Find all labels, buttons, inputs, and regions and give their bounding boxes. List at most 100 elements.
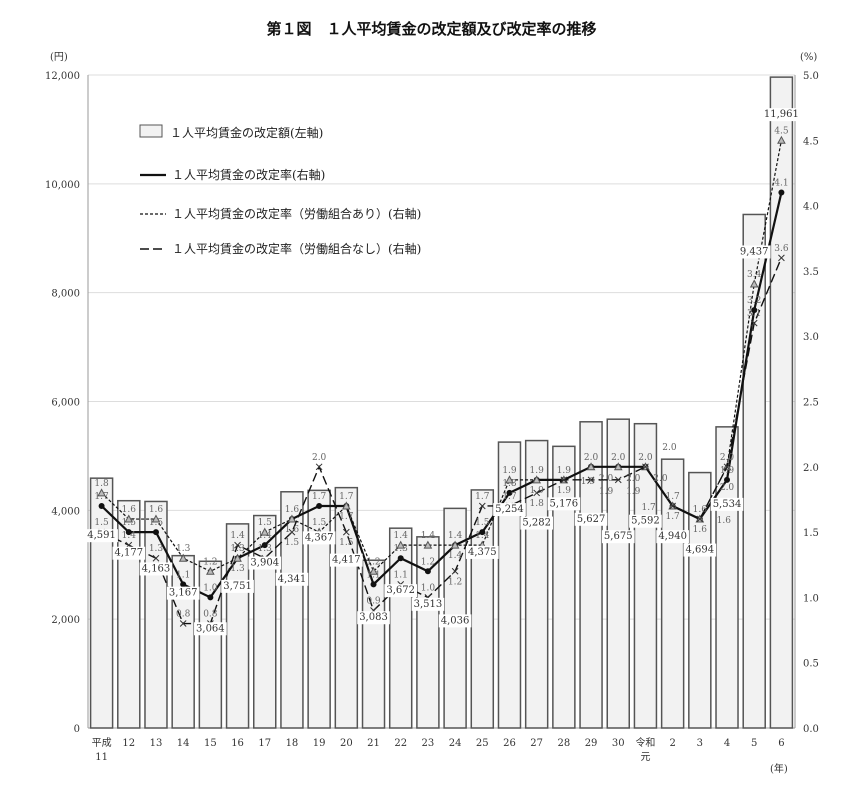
bar-label-bg xyxy=(547,497,581,511)
bar-label-bg xyxy=(139,562,173,576)
bar-label-bg xyxy=(330,553,363,567)
bar xyxy=(769,76,794,729)
rate-data-label: 2.0 xyxy=(312,453,327,463)
rate-data-label: 1.6 xyxy=(122,505,137,515)
series-point xyxy=(206,566,215,575)
bar xyxy=(198,560,223,729)
bar-label-bg xyxy=(221,579,254,593)
rate-data-label: 1.1 xyxy=(394,570,408,580)
bar-data-label: 3,904 xyxy=(250,558,279,569)
bar-data-label: 5,176 xyxy=(550,498,579,509)
x-tick-label: 19 xyxy=(313,738,326,749)
rate-data-label: 2.0 xyxy=(599,474,614,484)
series-point xyxy=(370,581,377,588)
bar xyxy=(307,489,331,729)
label-layer: 0 2,000 4,000 6,000 8,000 10,000 12,000 0.0 0.5 1… xyxy=(45,52,819,775)
series-point xyxy=(341,501,351,510)
left-tick-label: 8,000 xyxy=(51,289,80,300)
bar xyxy=(388,527,413,729)
bar-label-bg xyxy=(357,611,390,625)
rate-data-label: 1.8 xyxy=(530,499,545,509)
series-point xyxy=(261,542,268,549)
bar xyxy=(334,486,359,729)
x-tick-label: 4 xyxy=(724,738,730,749)
series-point xyxy=(778,189,785,196)
rate-data-label: 1.5 xyxy=(285,538,300,548)
series-point xyxy=(152,529,159,536)
rate-data-label: 2.0 xyxy=(638,453,653,463)
bar-data-label: 3,513 xyxy=(414,599,443,610)
bar-data-label: 5,592 xyxy=(631,516,660,527)
right-tick-label: 3.0 xyxy=(803,332,819,343)
rate-data-label: 1.2 xyxy=(421,557,435,567)
bar xyxy=(361,559,386,729)
bar xyxy=(89,477,114,729)
rate-data-label: 1.9 xyxy=(530,466,545,476)
rate-data-label: 1.3 xyxy=(230,564,245,574)
rate-data-label: 1.6 xyxy=(285,525,300,535)
bar xyxy=(280,491,304,729)
rate-data-label: 1.5 xyxy=(122,518,137,528)
series-line xyxy=(100,192,783,599)
series-point xyxy=(505,475,514,484)
series-point xyxy=(179,620,187,627)
right-tick-label: 0.5 xyxy=(803,659,819,670)
x-tick-label: 28 xyxy=(557,738,570,749)
x-tick-label: 14 xyxy=(177,738,190,749)
left-tick-label: 0 xyxy=(74,724,80,735)
x-tick-label: 30 xyxy=(612,738,625,749)
rate-data-label: 1.1 xyxy=(176,570,190,580)
left-tick-label: 10,000 xyxy=(45,180,80,191)
rate-data-label: 1.9 xyxy=(599,487,614,497)
rate-data-label: 0.8 xyxy=(203,610,218,620)
rate-data-label: 4.1 xyxy=(774,179,788,189)
chart-title: 第１図 １人平均賃金の改定額及び改定率の推移 xyxy=(266,20,597,38)
legend-label: １人平均賃金の改定率(右軸) xyxy=(172,167,325,182)
right-tick-label: 3.5 xyxy=(803,267,819,278)
bar xyxy=(524,439,549,729)
bar-label-bg xyxy=(683,543,717,557)
series-line xyxy=(101,257,783,625)
series-point xyxy=(532,475,542,484)
rate-data-label: 1.9 xyxy=(720,466,735,476)
rate-data-label: 1.4 xyxy=(230,531,245,541)
series-line xyxy=(101,140,782,573)
bar-label-bg xyxy=(248,556,282,570)
rate-data-label: 2.0 xyxy=(611,453,626,463)
bar-label-bg xyxy=(85,529,118,543)
rate-data-label: 1.0 xyxy=(203,583,218,593)
right-tick-label: 2.0 xyxy=(803,463,819,474)
bar xyxy=(579,421,603,729)
series-point xyxy=(124,514,134,523)
rate-data-label: 2.0 xyxy=(653,474,668,484)
series-point xyxy=(669,502,676,510)
series-point xyxy=(234,541,241,549)
line-layer xyxy=(97,135,786,627)
rate-data-label: 1.7 xyxy=(665,512,680,522)
series-point xyxy=(696,515,704,523)
bar-data-label: 4,940 xyxy=(658,531,687,542)
bar-data-label: 5,627 xyxy=(577,514,606,525)
rate-data-label: 2.0 xyxy=(662,443,677,453)
x-tick-label: 3 xyxy=(697,738,703,749)
series-point xyxy=(288,528,296,536)
bar-label-bg xyxy=(629,514,662,528)
rate-data-label: 1.7 xyxy=(641,503,656,513)
x-tick-label: 令和 xyxy=(635,736,655,749)
rate-data-label: 1.6 xyxy=(285,505,300,515)
bar-data-label: 4,375 xyxy=(468,547,497,558)
x-tick-label: 平成 xyxy=(92,737,112,749)
x-tick-label: 24 xyxy=(449,738,462,749)
rate-data-label: 1.4 xyxy=(394,531,409,541)
bar-data-label: 3,167 xyxy=(169,588,198,599)
legend-label: １人平均賃金の改定額(左軸) xyxy=(170,125,323,140)
x-tick-label-2: 11 xyxy=(95,752,108,763)
rate-data-label: 1.3 xyxy=(149,544,164,554)
rate-data-label: 1.2 xyxy=(448,577,462,587)
series-point xyxy=(587,476,595,484)
x-tick-label: 2 xyxy=(669,738,675,749)
rate-data-label: 1.9 xyxy=(557,486,572,496)
rate-data-label: 1.4 xyxy=(448,551,463,561)
right-tick-label: 2.5 xyxy=(803,398,819,409)
series-point xyxy=(342,528,350,536)
